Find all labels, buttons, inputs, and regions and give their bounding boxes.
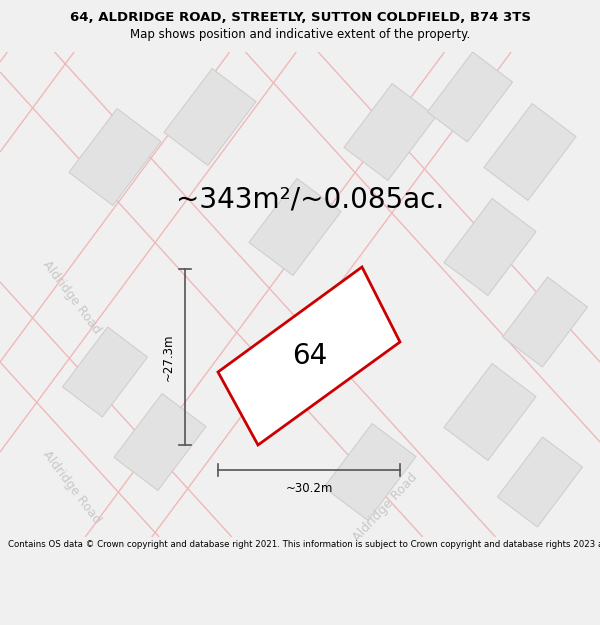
- Text: 64: 64: [292, 342, 327, 371]
- Text: Aldridge Road: Aldridge Road: [40, 448, 104, 526]
- Polygon shape: [484, 104, 576, 201]
- Text: ~30.2m: ~30.2m: [286, 482, 332, 495]
- Text: ~27.3m: ~27.3m: [162, 333, 175, 381]
- Polygon shape: [444, 364, 536, 461]
- Text: Contains OS data © Crown copyright and database right 2021. This information is : Contains OS data © Crown copyright and d…: [8, 540, 600, 549]
- Polygon shape: [497, 437, 583, 527]
- Polygon shape: [62, 327, 148, 417]
- Polygon shape: [344, 84, 436, 181]
- Polygon shape: [164, 69, 256, 166]
- Text: Map shows position and indicative extent of the property.: Map shows position and indicative extent…: [130, 28, 470, 41]
- Text: Aldridge Road: Aldridge Road: [40, 258, 104, 336]
- Text: 64, ALDRIDGE ROAD, STREETLY, SUTTON COLDFIELD, B74 3TS: 64, ALDRIDGE ROAD, STREETLY, SUTTON COLD…: [70, 11, 530, 24]
- Polygon shape: [444, 199, 536, 296]
- Polygon shape: [249, 179, 341, 276]
- Polygon shape: [218, 267, 400, 445]
- Polygon shape: [427, 52, 512, 142]
- Polygon shape: [114, 394, 206, 491]
- Polygon shape: [69, 109, 161, 206]
- Text: Aldridge Road: Aldridge Road: [350, 471, 420, 544]
- Polygon shape: [502, 277, 587, 367]
- Polygon shape: [324, 424, 416, 521]
- Text: ~343m²/~0.085ac.: ~343m²/~0.085ac.: [176, 186, 444, 214]
